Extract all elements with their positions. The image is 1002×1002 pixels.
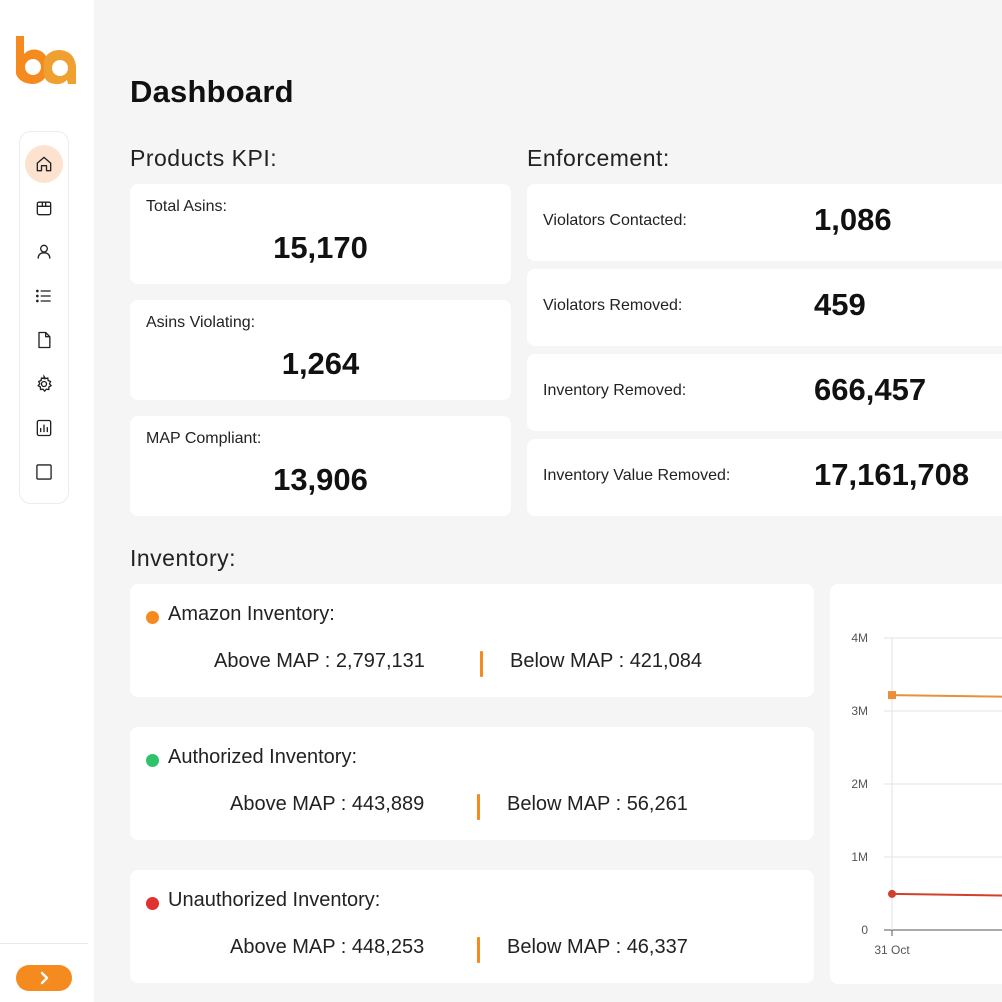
kpi-card-map-compliant: MAP Compliant: 13,906 xyxy=(130,416,511,516)
expand-sidebar-button[interactable] xyxy=(16,965,72,991)
status-dot xyxy=(146,754,159,767)
nav-home[interactable] xyxy=(25,145,63,183)
enforcement-label: Violators Contacted: xyxy=(543,212,687,229)
chevron-right-icon xyxy=(40,971,49,985)
above-map-value: 448,253 xyxy=(351,936,425,958)
sidebar xyxy=(0,0,94,1002)
kpi-value: 1,264 xyxy=(281,346,360,381)
kpi-label: Total Asins: xyxy=(146,198,227,215)
inventory-title: Inventory: xyxy=(130,545,236,571)
kpi-card-asins-violating: Asins Violating: 1,264 xyxy=(130,300,511,400)
user-icon xyxy=(37,244,51,259)
below-map-value: 46,337 xyxy=(626,936,688,958)
above-map-value: 2,797,131 xyxy=(335,650,425,672)
separator xyxy=(477,794,480,820)
kpi-label: Asins Violating: xyxy=(146,314,256,331)
series-point xyxy=(888,691,896,700)
below-map-label: Below MAP : xyxy=(507,936,622,958)
home-icon xyxy=(36,156,52,172)
gear-icon xyxy=(37,374,53,393)
nav-users[interactable] xyxy=(25,233,63,271)
series-line xyxy=(891,892,1002,897)
above-map-label: Above MAP : xyxy=(230,793,347,815)
inventory-card-authorized: Authorized Inventory: Above MAP : 443,88… xyxy=(130,727,814,840)
kpi-value: 13,906 xyxy=(273,462,368,497)
nav-reports[interactable] xyxy=(25,409,63,447)
enforcement-label: Inventory Value Removed: xyxy=(543,467,731,484)
enforcement-value: 666,457 xyxy=(814,372,927,407)
above-map-label: Above MAP : xyxy=(230,936,347,958)
y-tick-label: 3M xyxy=(851,704,868,718)
inventory-chart: 0 1M 2M 3M 4M 31 Oct xyxy=(830,584,1002,984)
inventory-card-unauthorized: Unauthorized Inventory: Above MAP : 448,… xyxy=(130,870,814,983)
enforcement-card-inventory-removed: Inventory Removed: 666,457 xyxy=(527,354,1002,431)
document-icon xyxy=(38,331,51,349)
nav-list[interactable] xyxy=(25,277,63,315)
products-kpi-title: Products KPI: xyxy=(130,145,278,171)
above-map-row: Above MAP : 443,889 xyxy=(230,793,424,816)
brand-logo[interactable] xyxy=(12,34,78,88)
below-map-value: 56,261 xyxy=(626,793,688,815)
nav-products[interactable] xyxy=(25,189,63,227)
above-map-value: 443,889 xyxy=(351,793,425,815)
enforcement-card-inventory-value-removed: Inventory Value Removed: 17,161,708 xyxy=(527,439,1002,516)
below-map-label: Below MAP : xyxy=(510,650,625,672)
above-map-label: Above MAP : xyxy=(214,650,331,672)
inventory-card-title: Authorized Inventory: xyxy=(168,746,357,768)
enforcement-card-violators-removed: Violators Removed: 459 xyxy=(527,269,1002,346)
enforcement-title: Enforcement: xyxy=(527,145,670,171)
list-icon xyxy=(36,289,51,303)
nav-documents[interactable] xyxy=(25,321,63,359)
above-map-row: Above MAP : 2,797,131 xyxy=(214,650,425,673)
series-line xyxy=(891,694,1002,698)
status-dot xyxy=(146,897,159,910)
x-tick-label: 31 Oct xyxy=(874,943,910,957)
inventory-card-title: Amazon Inventory: xyxy=(168,603,335,625)
page-title: Dashboard xyxy=(130,74,294,109)
enforcement-value: 1,086 xyxy=(814,202,892,237)
below-map-row: Below MAP : 421,084 xyxy=(510,650,702,673)
sidebar-divider xyxy=(0,943,88,944)
kpi-value: 15,170 xyxy=(273,230,368,265)
below-map-row: Below MAP : 56,261 xyxy=(507,793,688,816)
below-map-label: Below MAP : xyxy=(507,793,622,815)
enforcement-label: Violators Removed: xyxy=(543,297,683,314)
sidebar-nav xyxy=(19,131,69,504)
above-map-row: Above MAP : 448,253 xyxy=(230,936,424,959)
package-icon xyxy=(36,201,52,216)
kpi-label: MAP Compliant: xyxy=(146,430,262,447)
enforcement-card-violators-contacted: Violators Contacted: 1,086 xyxy=(527,184,1002,261)
status-dot xyxy=(146,611,159,624)
report-icon xyxy=(36,419,52,437)
enforcement-value: 17,161,708 xyxy=(814,457,970,492)
inventory-line-chart: 0 1M 2M 3M 4M 31 Oct xyxy=(851,631,1002,957)
y-tick-label: 4M xyxy=(851,631,868,645)
nav-other[interactable] xyxy=(25,453,63,491)
separator xyxy=(477,937,480,963)
below-map-value: 421,084 xyxy=(629,650,702,672)
separator xyxy=(480,651,483,677)
below-map-row: Below MAP : 46,337 xyxy=(507,936,688,959)
inventory-card-title: Unauthorized Inventory: xyxy=(168,889,381,911)
y-tick-label: 0 xyxy=(861,923,868,937)
inventory-card-amazon: Amazon Inventory: Above MAP : 2,797,131 … xyxy=(130,584,814,697)
enforcement-value: 459 xyxy=(814,287,866,322)
y-tick-label: 1M xyxy=(851,850,868,864)
square-icon xyxy=(36,464,52,480)
nav-settings[interactable] xyxy=(25,365,63,403)
y-tick-label: 2M xyxy=(851,777,868,791)
kpi-card-total-asins: Total Asins: 15,170 xyxy=(130,184,511,284)
enforcement-label: Inventory Removed: xyxy=(543,382,687,399)
series-point xyxy=(888,889,896,898)
